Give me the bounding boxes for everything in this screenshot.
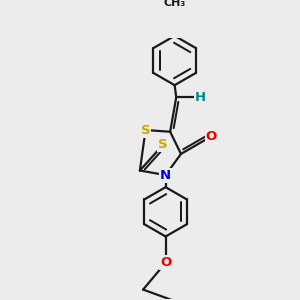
Text: O: O <box>206 130 217 143</box>
Text: S: S <box>158 138 168 151</box>
Text: S: S <box>141 124 150 136</box>
Text: O: O <box>160 256 171 269</box>
Text: N: N <box>160 169 171 182</box>
Text: CH₃: CH₃ <box>164 0 186 8</box>
Text: H: H <box>195 91 206 104</box>
